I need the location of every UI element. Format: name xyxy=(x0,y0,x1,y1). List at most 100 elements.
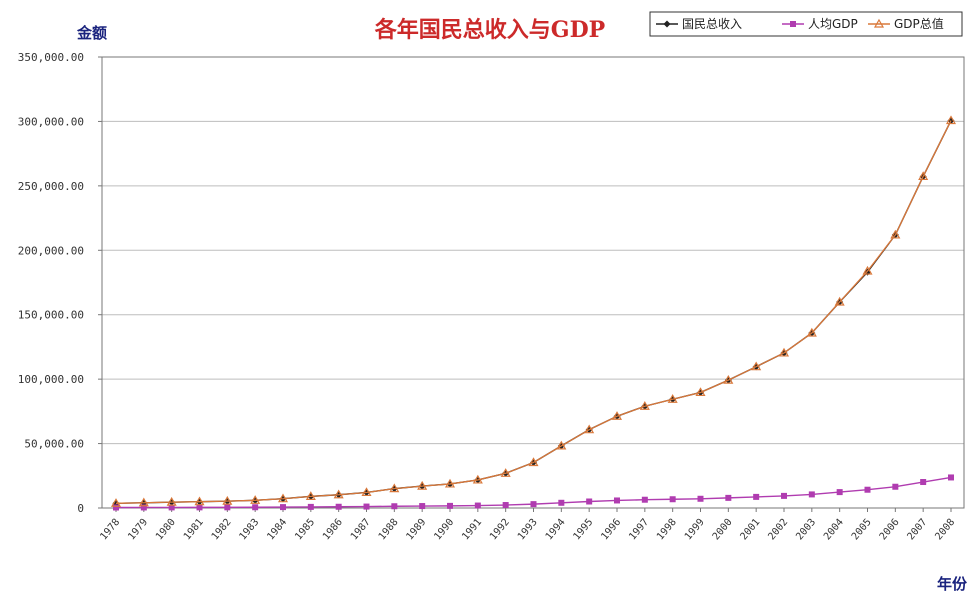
series-line xyxy=(115,120,952,505)
x-tick-label: 1987 xyxy=(349,517,373,543)
data-point xyxy=(447,502,453,509)
legend-label: 人均GDP xyxy=(808,17,858,31)
data-point xyxy=(361,487,372,497)
data-point xyxy=(862,265,873,275)
x-tick-label: 1993 xyxy=(516,517,540,543)
data-point xyxy=(945,115,957,125)
x-tick-label: 1999 xyxy=(683,517,707,543)
series-line xyxy=(115,120,952,504)
data-point xyxy=(391,503,398,510)
legend-item: GDP总值 xyxy=(868,16,944,31)
data-point xyxy=(667,394,678,403)
data-point xyxy=(614,497,620,504)
gridlines xyxy=(102,56,964,445)
data-point xyxy=(502,502,509,509)
data-point xyxy=(110,498,122,507)
x-tick-label: 1990 xyxy=(432,517,456,543)
data-point xyxy=(892,483,899,490)
data-point xyxy=(836,489,843,496)
x-tick-label: 1983 xyxy=(238,517,262,543)
y-tick-label: 0 xyxy=(77,502,84,515)
data-point xyxy=(194,496,205,506)
data-point xyxy=(641,496,648,503)
data-point xyxy=(530,501,537,508)
y-tick-label: 50,000.00 xyxy=(24,438,84,451)
data-point xyxy=(472,474,483,484)
data-point xyxy=(528,457,539,467)
data-point xyxy=(834,296,845,306)
series-3 xyxy=(110,115,957,507)
data-point xyxy=(948,474,954,481)
legend-item: 国民总收入 xyxy=(656,17,742,31)
series-2 xyxy=(113,474,954,511)
x-tick-label: 1982 xyxy=(210,517,234,543)
series-group xyxy=(110,115,957,511)
data-point xyxy=(751,361,762,371)
data-point xyxy=(920,479,927,486)
data-point xyxy=(333,489,344,499)
data-point xyxy=(611,411,623,420)
x-tick-label: 2002 xyxy=(766,517,790,543)
data-point xyxy=(697,495,704,502)
x-tick-label: 1988 xyxy=(377,517,401,543)
x-tick-label: 1997 xyxy=(627,517,651,543)
y-axis-label: 金额 xyxy=(76,24,107,42)
data-point xyxy=(695,387,706,397)
data-point xyxy=(781,492,787,499)
data-point xyxy=(778,347,790,357)
data-point xyxy=(196,504,203,511)
data-point xyxy=(725,494,732,501)
x-tick-label: 2000 xyxy=(711,517,735,543)
data-point xyxy=(305,491,316,500)
legend: 国民总收入 人均GDP GDP总值 xyxy=(649,11,963,37)
x-tick-label: 1989 xyxy=(405,517,429,543)
x-tick-label: 1991 xyxy=(460,517,484,543)
y-axis-ticks: 0 50,000.00 100,000.00 150,000.00 200,000.00… xyxy=(18,51,102,515)
data-point xyxy=(586,498,593,505)
y-tick-label: 100,000.00 xyxy=(18,373,84,386)
x-tick-label: 1979 xyxy=(126,517,150,543)
y-tick-label: 200,000.00 xyxy=(18,244,84,257)
data-point xyxy=(138,497,149,507)
data-point xyxy=(389,483,400,493)
x-tick-label: 2008 xyxy=(933,517,957,543)
x-tick-label: 1985 xyxy=(293,517,317,543)
x-tick-label: 2007 xyxy=(906,517,930,543)
x-tick-label: 1996 xyxy=(599,517,623,543)
x-tick-label: 1984 xyxy=(265,517,289,543)
data-point xyxy=(419,503,426,510)
data-point xyxy=(113,504,119,511)
legend-label: 国民总收入 xyxy=(682,17,742,31)
data-point xyxy=(224,504,231,511)
data-point xyxy=(864,486,871,493)
x-tick-label: 1986 xyxy=(321,517,345,543)
data-point xyxy=(723,374,734,384)
data-point xyxy=(277,493,289,503)
legend-box xyxy=(649,11,963,37)
data-point xyxy=(753,493,760,500)
plot-area-border xyxy=(101,56,965,509)
data-point xyxy=(307,503,314,510)
data-point xyxy=(806,327,817,337)
x-tick-label: 2005 xyxy=(850,517,874,543)
chart-title: 各年国民总收入与GDP xyxy=(374,17,605,43)
data-point xyxy=(280,504,286,511)
x-tick-label: 2003 xyxy=(794,517,818,543)
data-point xyxy=(335,503,342,510)
y-tick-label: 250,000.00 xyxy=(18,180,84,193)
legend-label: GDP总值 xyxy=(894,16,944,31)
data-point xyxy=(474,502,481,509)
y-tick-label: 350,000.00 xyxy=(18,51,84,64)
legend-item: 人均GDP xyxy=(782,17,858,31)
data-point xyxy=(584,424,595,434)
y-tick-label: 300,000.00 xyxy=(18,115,84,128)
data-point xyxy=(790,21,796,27)
data-point xyxy=(166,496,177,506)
data-point xyxy=(639,401,650,410)
data-point xyxy=(363,503,370,510)
data-point xyxy=(663,20,671,28)
data-point xyxy=(444,478,456,488)
x-tick-label: 1995 xyxy=(572,517,596,543)
x-axis-label: 年份 xyxy=(937,575,968,593)
